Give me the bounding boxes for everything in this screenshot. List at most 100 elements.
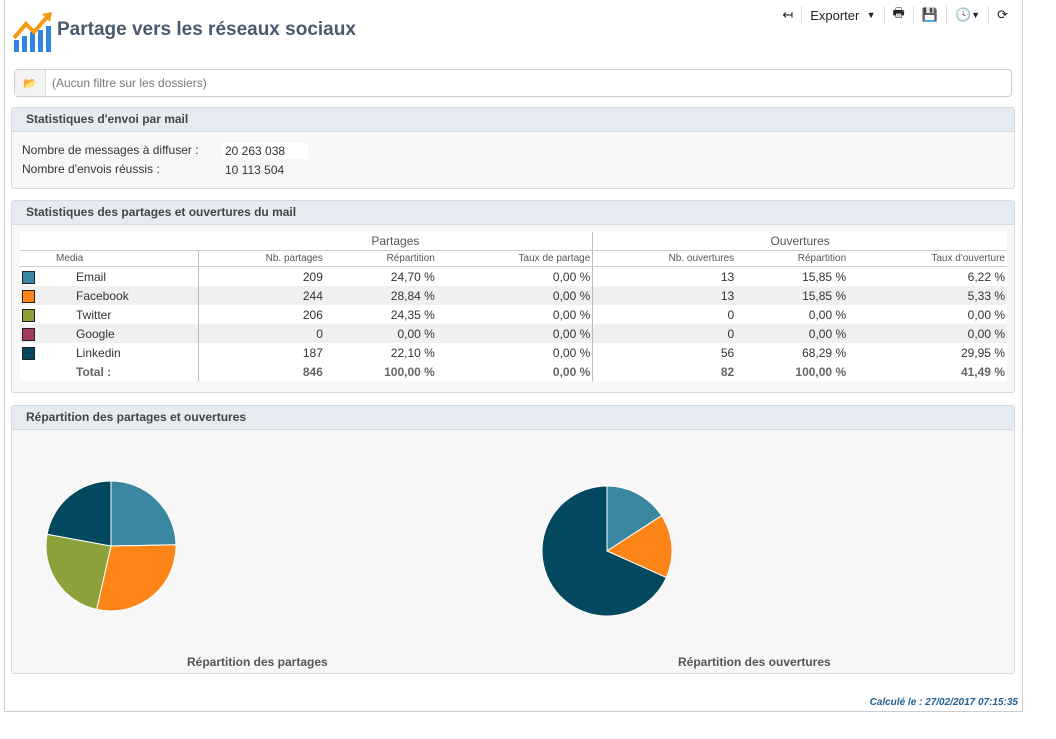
table-row: Email 209 24,70 % 0,00 % 13 15,85 % 6,22 % [20, 266, 1007, 286]
column-header[interactable]: Nb. partages [198, 250, 325, 267]
column-header[interactable]: Répartition [736, 250, 849, 267]
print-icon: 🖶 [892, 5, 905, 20]
column-header[interactable]: Nb. ouvertures [592, 250, 737, 267]
table-row: Twitter 206 24,35 % 0,00 % 0 0,00 % 0,00 % [20, 305, 1007, 324]
pie-slice-email[interactable] [606, 485, 663, 552]
share-stats-table: Partages Ouvertures Media Nb. partages Répa… [20, 232, 1007, 381]
cell: 82 [592, 362, 737, 381]
chart-title-shares: Répartition des partages [187, 655, 328, 669]
cell: 0 [592, 305, 737, 324]
pie-slice-facebook[interactable] [96, 544, 177, 612]
stats-logo-icon [12, 12, 52, 52]
back-arrow-icon: ↤ [782, 7, 794, 22]
chevron-down-icon: ▼ [866, 10, 876, 20]
mail-stats-panel: Statistiques d'envoi par mail Nombre de … [11, 107, 1015, 189]
group-opens: Ouvertures [592, 232, 1007, 251]
back-button[interactable]: ↤ [774, 6, 803, 24]
save-button[interactable]: 💾 [914, 6, 947, 24]
color-swatch [22, 270, 35, 284]
panel-title: Statistiques des partages et ouvertures … [12, 201, 1014, 225]
color-swatch [22, 308, 35, 322]
cell: 100,00 % [324, 362, 437, 381]
folder-open-icon[interactable]: 📂 [15, 70, 46, 96]
cell: 6,22 % [848, 266, 1007, 286]
color-swatch [22, 289, 35, 303]
pie-slice-linkedin[interactable] [46, 480, 112, 547]
label: Nombre de messages à diffuser : [22, 143, 199, 157]
cell: 0,00 % [436, 305, 594, 324]
share-stats-panel: Statistiques des partages et ouvertures … [11, 200, 1015, 393]
total-row: Total :846 100,00 % 0,00 % 82 100,00 % 41,49 … [20, 362, 1007, 381]
export-label: Exporter [810, 7, 860, 23]
history-button[interactable]: 🕓 ▼ [947, 6, 990, 24]
cell: 0,00 % [736, 324, 849, 343]
pie-charts [45, 480, 673, 617]
column-header[interactable]: Media [20, 250, 199, 267]
column-header[interactable]: Répartition [324, 250, 437, 267]
cell: 13 [592, 286, 737, 305]
pie-slice-linkedin[interactable] [541, 485, 667, 617]
cell: 0,00 % [436, 266, 594, 286]
cell: 15,85 % [736, 266, 849, 286]
export-button[interactable]: Exporter ▼ [802, 6, 885, 24]
pie-slice-twitter[interactable] [45, 533, 112, 610]
cell: 0,00 % [436, 362, 594, 381]
refresh-icon: ⟳ [997, 7, 1008, 22]
cell: 0,00 % [436, 286, 594, 305]
print-button[interactable]: 🖶 [885, 5, 914, 24]
cell: 41,49 % [848, 362, 1007, 381]
chart-title-opens: Répartition des ouvertures [678, 655, 831, 669]
table-row: Google 0 0,00 % 0,00 % 0 0,00 % 0,00 % [20, 324, 1007, 343]
messages-row: Nombre de messages à diffuser : 20 263 03… [22, 143, 308, 159]
cell: 29,95 % [848, 343, 1007, 362]
cell: 0,00 % [324, 324, 437, 343]
media-name: Facebook [44, 286, 199, 305]
media-name: Email [44, 266, 199, 286]
column-header[interactable]: Taux d'ouverture [848, 250, 1007, 267]
color-swatch [22, 346, 35, 360]
charts-panel: Répartition des partages et ouvertures R… [11, 405, 1015, 674]
cell: 0,00 % [736, 305, 849, 324]
group-shares: Partages [198, 232, 594, 251]
cell: 68,29 % [736, 343, 849, 362]
cell: 5,33 % [848, 286, 1007, 305]
clock-icon: 🕓 [954, 7, 972, 22]
label: Nombre d'envois réussis : [22, 162, 160, 176]
computed-date: Calculé le : 27/02/2017 07:15:35 [869, 697, 1018, 708]
cell: 56 [592, 343, 737, 362]
media-name: Linkedin [44, 343, 199, 362]
cell: 0,00 % [848, 305, 1007, 324]
refresh-button[interactable]: ⟳ [989, 6, 1016, 24]
table-row: Linkedin 187 22,10 % 0,00 % 56 68,29 % 29,95 % [20, 343, 1007, 362]
pie-slice-facebook[interactable] [605, 514, 673, 579]
color-swatch [22, 327, 35, 341]
cell: 187 [198, 343, 325, 362]
cell: 209 [198, 266, 325, 286]
cell: 244 [198, 286, 325, 305]
cell: 0,00 % [436, 343, 594, 362]
filter-placeholder: (Aucun filtre sur les dossiers) [52, 76, 207, 90]
pie-slice-email[interactable] [110, 480, 177, 547]
panel-title: Statistiques d'envoi par mail [12, 108, 1014, 132]
sent-row: Nombre d'envois réussis : 10 113 504 [22, 162, 284, 177]
cell: 28,84 % [324, 286, 437, 305]
cell: 22,10 % [324, 343, 437, 362]
cell: 24,70 % [324, 266, 437, 286]
panel-title: Répartition des partages et ouvertures [12, 406, 1014, 430]
cell: 100,00 % [736, 362, 849, 381]
value: 20 263 038 [222, 143, 308, 159]
media-name: Twitter [44, 305, 199, 324]
table-row: Facebook 244 28,84 % 0,00 % 13 15,85 % 5,33 % [20, 286, 1007, 305]
total-label: Total : [44, 362, 199, 381]
page-frame [4, 0, 1023, 712]
folder-filter[interactable]: 📂 (Aucun filtre sur les dossiers) [14, 69, 1012, 97]
toolbar: ↤ Exporter ▼ 🖶 💾 🕓 ▼ ⟳ [774, 5, 1016, 25]
column-header[interactable]: Taux de partage [436, 250, 594, 267]
cell: 15,85 % [736, 286, 849, 305]
cell: 846 [198, 362, 325, 381]
save-icon: 💾 [921, 7, 938, 22]
cell: 13 [592, 266, 737, 286]
cell: 0 [592, 324, 737, 343]
page-title: Partage vers les réseaux sociaux [57, 19, 356, 40]
chevron-down-icon: ▼ [971, 10, 981, 20]
